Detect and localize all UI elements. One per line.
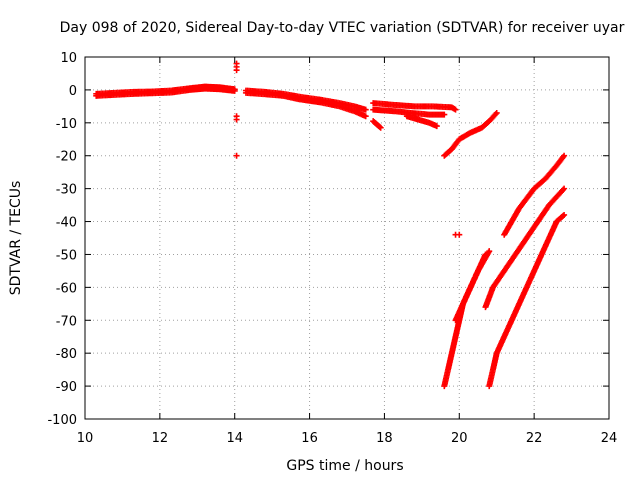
data-point	[233, 116, 240, 123]
y-tick-label: -70	[56, 314, 77, 329]
x-tick-label: 14	[226, 431, 243, 446]
data-point	[377, 124, 384, 131]
x-tick-label: 22	[526, 431, 543, 446]
data-points	[93, 60, 568, 390]
grid-layer	[85, 57, 609, 419]
data-point	[452, 106, 459, 113]
data-point	[486, 248, 493, 255]
y-tick-label: -20	[56, 150, 77, 165]
data-point	[560, 212, 567, 219]
x-axis-label: GPS time / hours	[286, 458, 403, 474]
data-point	[231, 87, 238, 94]
plot-frame	[84, 56, 610, 420]
data-point	[561, 211, 568, 218]
y-axis-label: SDTVAR / TECUs	[8, 181, 24, 296]
data-point	[561, 152, 568, 159]
data-point	[233, 67, 240, 74]
x-tick-label: 20	[451, 431, 468, 446]
x-tick-label: 10	[77, 431, 94, 446]
y-tick-label: -80	[56, 347, 77, 362]
x-tick-label: 24	[601, 431, 618, 446]
data-point	[376, 123, 383, 130]
data-point	[362, 113, 369, 120]
data-point	[492, 111, 499, 118]
data-point	[561, 185, 568, 192]
y-tick-label: 0	[69, 84, 77, 99]
y-tick-label: -50	[56, 248, 77, 263]
data-point	[362, 106, 369, 113]
data-point	[233, 152, 240, 159]
y-tick-label: -90	[56, 380, 77, 395]
data-point	[456, 231, 463, 238]
y-tick-label: -10	[56, 117, 77, 132]
data-point	[433, 123, 440, 130]
data-point	[560, 186, 567, 193]
x-tick-label: 12	[152, 431, 169, 446]
y-tick-label: -40	[56, 216, 77, 231]
x-tick-label: 16	[301, 431, 318, 446]
chart-title: Day 098 of 2020, Sidereal Day-to-day VTE…	[60, 20, 625, 36]
axis-ticks: 10 12 14 16 18 20 22 24 10 0 -10 -20 -30 -40 -50 -60 -70…	[47, 51, 617, 446]
y-tick-label: 10	[60, 51, 77, 66]
data-point	[493, 109, 500, 116]
y-tick-label: -60	[56, 281, 77, 296]
x-tick-label: 18	[376, 431, 393, 446]
y-tick-label: -30	[56, 183, 77, 198]
data-point	[482, 251, 489, 258]
data-point	[441, 111, 448, 118]
y-tick-label: -100	[47, 413, 77, 428]
